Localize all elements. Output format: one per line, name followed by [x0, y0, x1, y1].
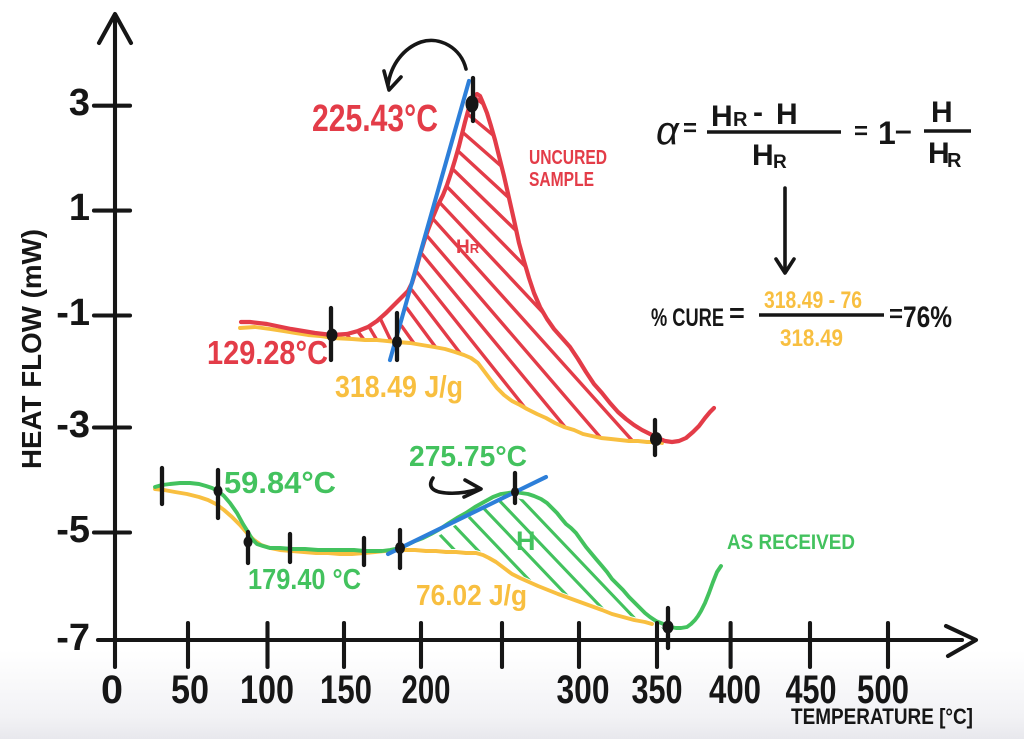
svg-text:1: 1 [69, 187, 90, 229]
svg-text:50: 50 [171, 668, 209, 712]
svg-text:α: α [656, 109, 680, 153]
svg-text:-1: -1 [56, 292, 90, 334]
svg-text:-3: -3 [56, 404, 90, 446]
svg-text:100: 100 [240, 668, 294, 712]
svg-text:500: 500 [857, 668, 909, 712]
svg-text:76%: 76% [903, 301, 952, 334]
svg-text:UNCURED: UNCURED [529, 147, 607, 169]
svg-text:350: 350 [632, 668, 683, 712]
svg-text:150: 150 [320, 668, 372, 712]
svg-text:HR: HR [456, 237, 480, 258]
svg-text:TEMPERATURE [°C]: TEMPERATURE [°C] [791, 704, 973, 729]
svg-text:SAMPLE: SAMPLE [529, 169, 594, 191]
svg-text:76.02 J/g: 76.02 J/g [416, 580, 527, 612]
svg-text:400: 400 [709, 668, 761, 712]
svg-text:129.28°C: 129.28°C [207, 334, 328, 371]
svg-text:275.75°C: 275.75°C [409, 441, 527, 473]
svg-text:AS RECEIVED: AS RECEIVED [727, 531, 855, 554]
svg-text:1: 1 [878, 115, 896, 151]
svg-text:H: H [711, 100, 733, 133]
svg-text:3: 3 [69, 82, 90, 124]
svg-text:H: H [928, 137, 950, 170]
svg-text:=: = [683, 115, 697, 142]
svg-text:R: R [733, 109, 748, 131]
svg-text:H: H [752, 139, 774, 172]
svg-text:–: – [895, 114, 912, 147]
svg-text:318.49: 318.49 [780, 325, 843, 352]
svg-text:179.40 °C: 179.40 °C [248, 564, 361, 596]
svg-text:HEAT FLOW (mW): HEAT FLOW (mW) [16, 229, 47, 469]
svg-text:59.84°C: 59.84°C [224, 465, 336, 500]
svg-text:318.49 - 76: 318.49 - 76 [764, 287, 862, 314]
svg-text:450: 450 [786, 668, 837, 712]
svg-text:=: = [854, 118, 868, 145]
svg-text:=: = [729, 298, 745, 328]
svg-text:R: R [773, 152, 787, 173]
svg-text:-5: -5 [56, 509, 90, 551]
svg-text:200: 200 [402, 668, 451, 712]
svg-text:H: H [931, 96, 953, 129]
svg-text:-7: -7 [56, 617, 90, 659]
svg-text:-: - [753, 96, 763, 129]
svg-text:H: H [516, 526, 536, 556]
svg-text:225.43°C: 225.43°C [312, 98, 438, 140]
svg-text:% CURE: % CURE [651, 304, 724, 332]
svg-text:0: 0 [101, 668, 123, 712]
svg-text:H: H [776, 98, 798, 131]
svg-text:=: = [889, 301, 903, 328]
svg-text:318.49 J/g: 318.49 J/g [335, 369, 463, 404]
svg-text:R: R [947, 150, 962, 172]
svg-text:300: 300 [557, 668, 610, 712]
